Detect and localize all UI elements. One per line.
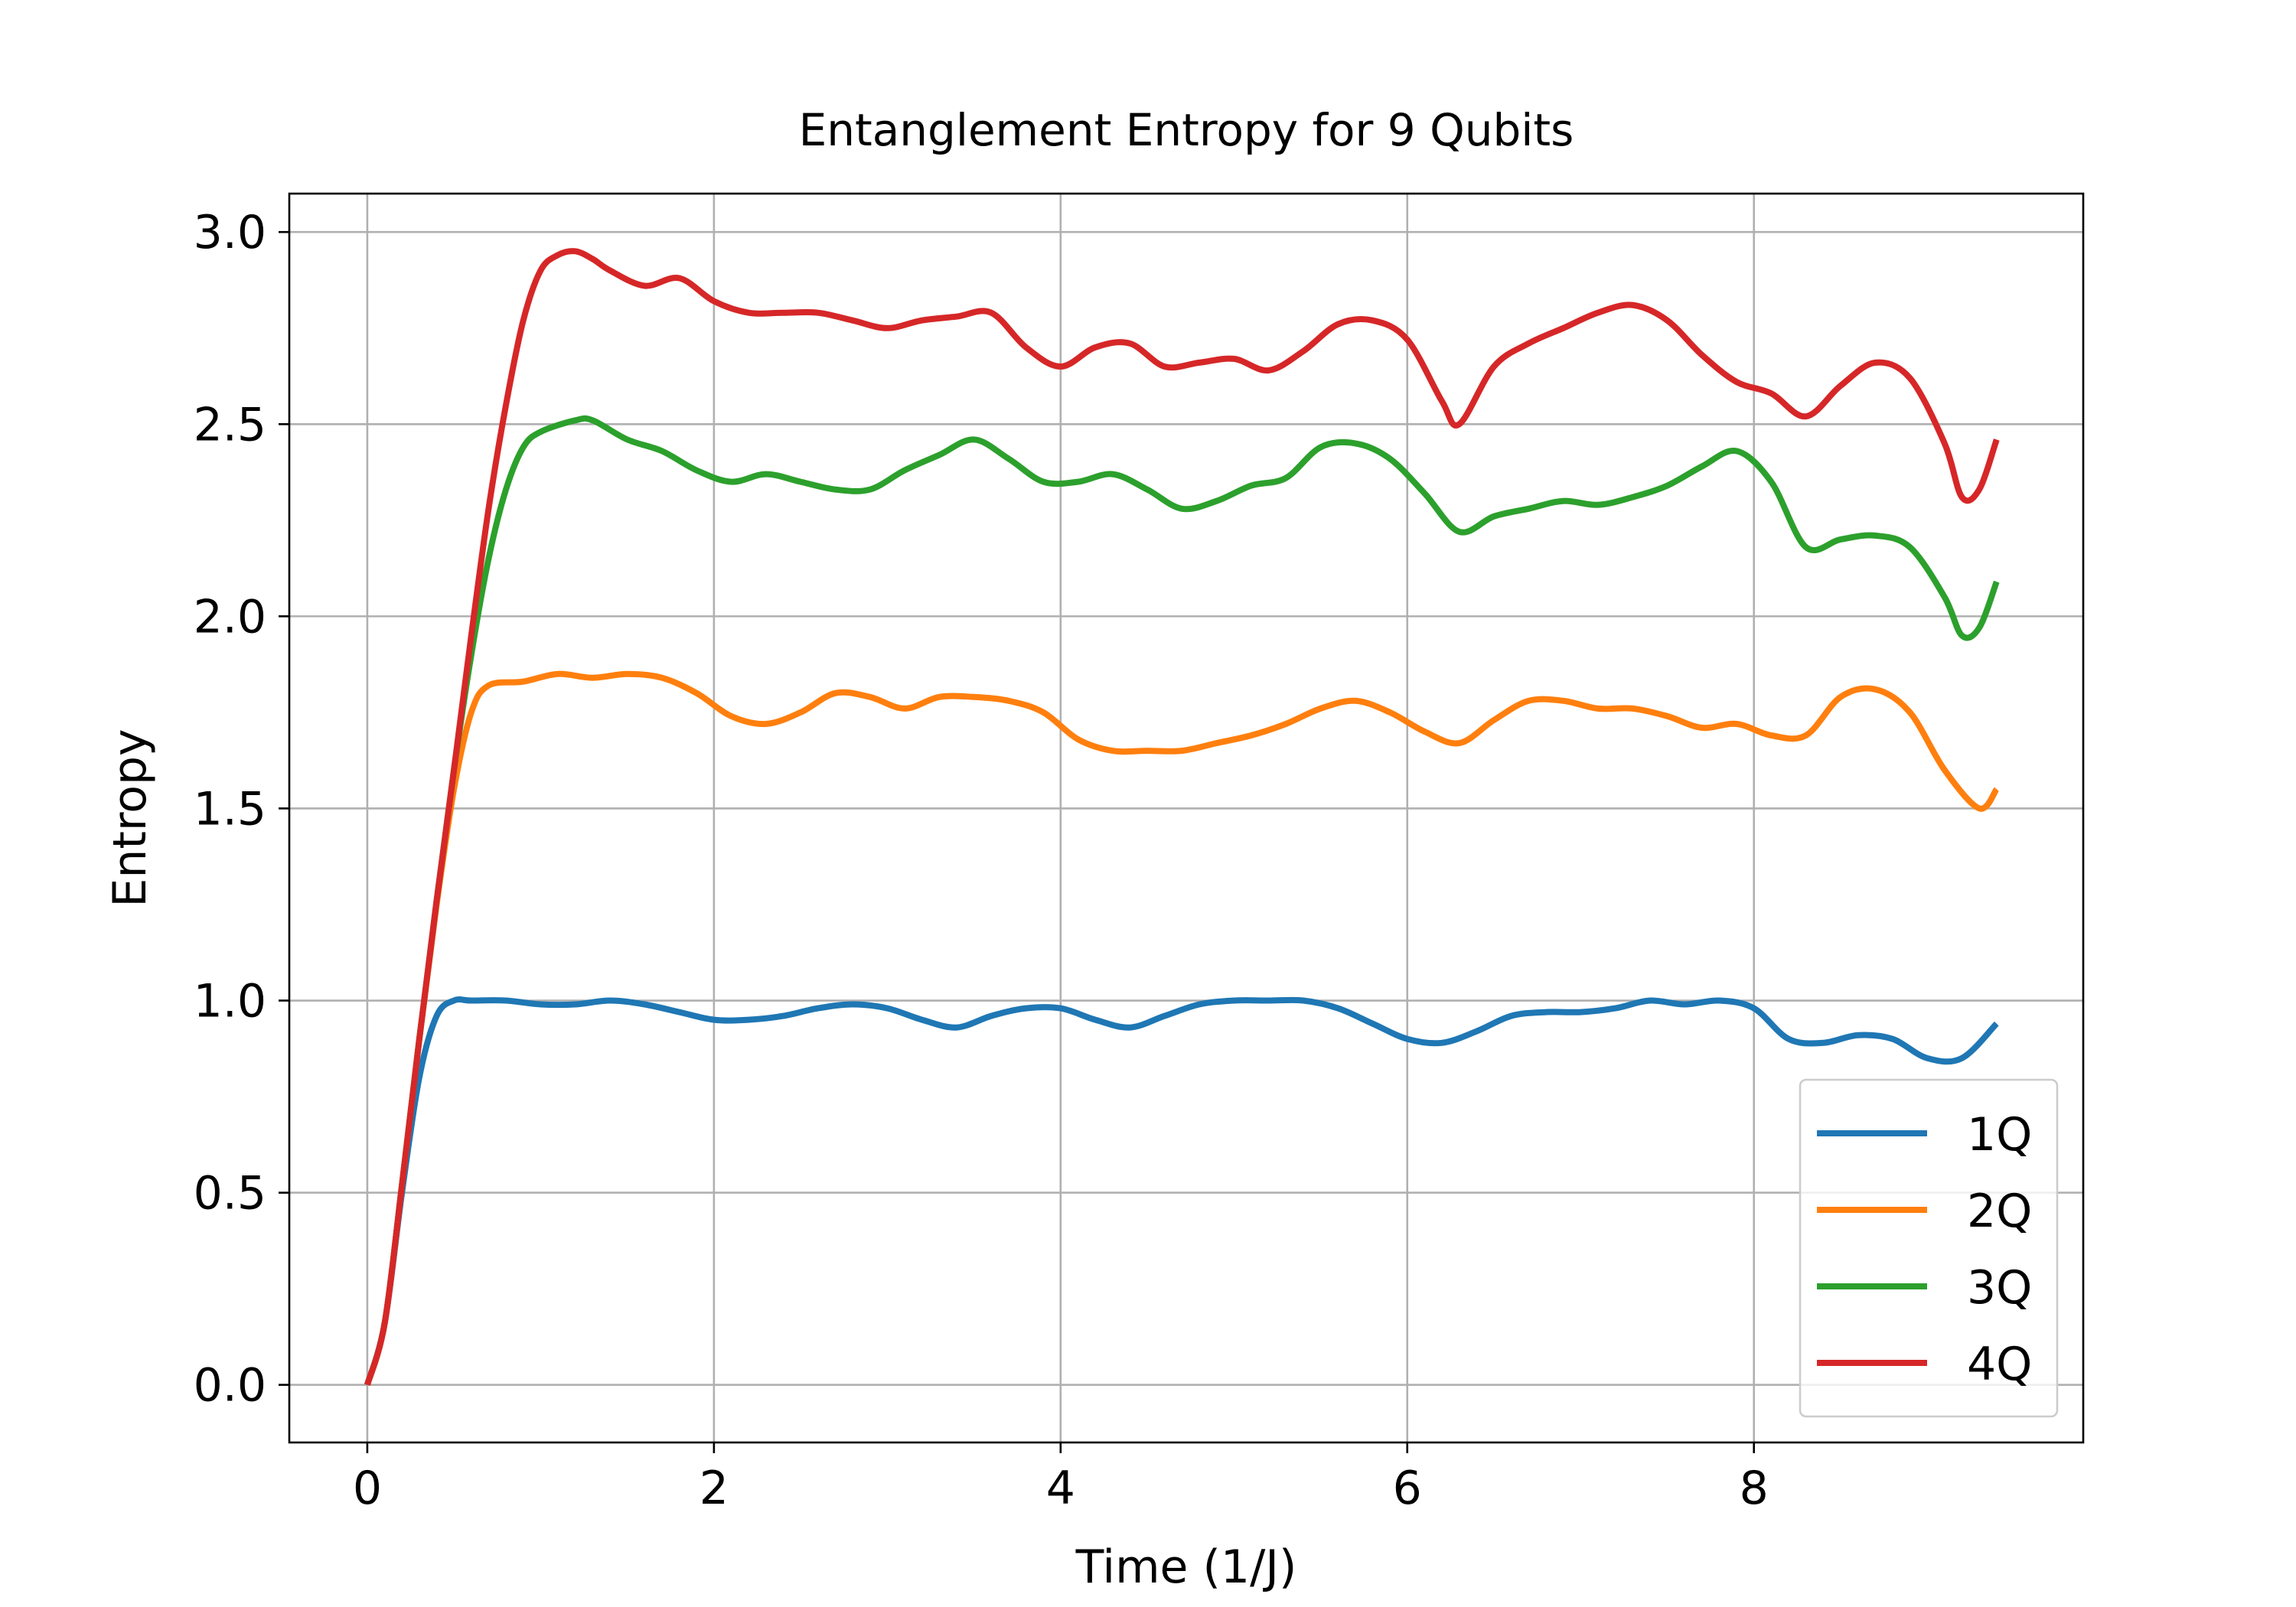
legend-label-3q: 3Q — [1967, 1261, 2032, 1315]
y-tick-label: 2.5 — [194, 398, 266, 451]
series-line-4q — [364, 248, 2000, 1386]
y-tick-label: 0.5 — [194, 1167, 266, 1221]
legend-label-2q: 2Q — [1967, 1185, 2032, 1238]
legend-box — [1799, 1078, 2059, 1418]
y-tick-label: 1.5 — [194, 782, 266, 836]
y-tick-label: 0.0 — [194, 1359, 266, 1413]
series-lines — [364, 248, 2000, 1386]
y-tick-label: 2.0 — [194, 590, 266, 644]
y-tick-label: 3.0 — [194, 206, 266, 259]
x-tick-label: 6 — [1393, 1462, 1422, 1515]
chart-title: Entanglement Entropy for 9 Qubits — [799, 104, 1574, 156]
y-tick-label: 1.0 — [194, 975, 266, 1028]
legend-label-4q: 4Q — [1967, 1338, 2032, 1391]
series-line-2q — [364, 670, 2000, 1386]
series-line-3q — [364, 415, 2000, 1386]
legend: 1Q 2Q 3Q 4Q — [1799, 1078, 2059, 1418]
x-axis-label: Time (1/J) — [1075, 1540, 1297, 1594]
plot-frame — [288, 192, 2085, 1444]
legend-label-1q: 1Q — [1967, 1108, 2032, 1162]
x-tick-label: 4 — [1046, 1462, 1075, 1515]
x-tick-label: 8 — [1740, 1462, 1769, 1515]
x-tick-label: 0 — [353, 1462, 382, 1515]
y-axis-label: Entropy — [103, 729, 157, 907]
axis-ticks: 0 2 4 6 8 0.0 0.5 1.0 1.5 2.0 2.5 3.0 — [194, 206, 1769, 1515]
series-line-1q — [364, 996, 1999, 1386]
x-tick-label: 2 — [700, 1462, 729, 1515]
